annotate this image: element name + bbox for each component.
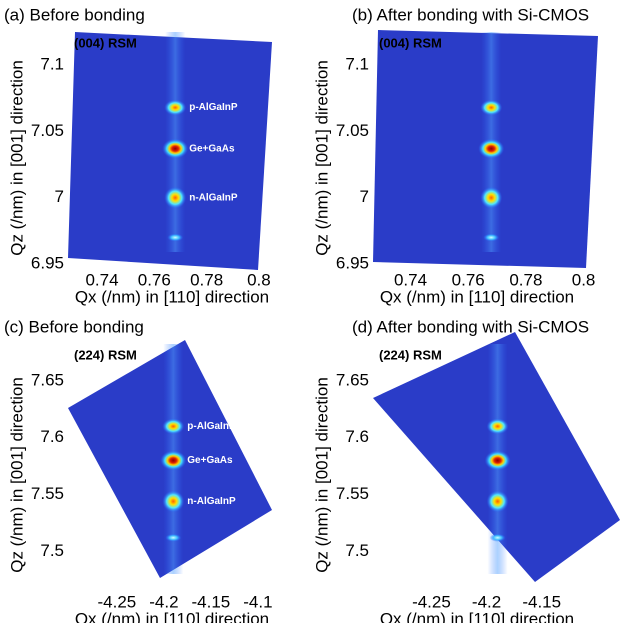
x-axis-label: Qx (/nm) in [110] direction xyxy=(380,609,574,623)
y-axis-label: Qz (/nm) in [001] direction xyxy=(312,60,331,256)
peak xyxy=(486,418,509,435)
peak xyxy=(162,138,189,159)
x-tick-label: 0.74 xyxy=(394,270,427,289)
y-axis-label: Qz (/nm) in [001] direction xyxy=(7,377,26,573)
x-tick-label: 0.74 xyxy=(85,270,118,289)
y-tick-label: 7.1 xyxy=(345,55,369,74)
y-tick-label: 7.65 xyxy=(31,370,64,389)
x-tick-label: 0.8 xyxy=(572,270,596,289)
x-tick-label: -4.25 xyxy=(412,592,451,611)
peak xyxy=(167,233,184,242)
x-tick-label: -4.15 xyxy=(522,592,561,611)
x-tick-label: -4.2 xyxy=(472,592,501,611)
peak-label: n-AlGaInP xyxy=(189,192,238,203)
panel-title: (a) Before bonding xyxy=(4,5,145,24)
y-tick-label: 7.65 xyxy=(336,370,369,389)
y-tick-label: 7.6 xyxy=(345,427,369,446)
peak xyxy=(165,533,182,542)
x-axis-label: Qx (/nm) in [110] direction xyxy=(75,287,269,306)
panel-title: (c) Before bonding xyxy=(4,317,144,336)
peak xyxy=(483,233,500,242)
y-tick-label: 7.55 xyxy=(31,484,64,503)
y-axis-label: Qz (/nm) in [001] direction xyxy=(7,60,26,256)
peak-label: p-AlGaInP xyxy=(189,102,238,113)
y-tick-label: 7.1 xyxy=(40,55,64,74)
peak xyxy=(478,138,505,159)
x-tick-label: 0.8 xyxy=(247,270,271,289)
panel-title: (d) After bonding with Si-CMOS xyxy=(352,317,589,336)
peak-label: Ge+GaAs xyxy=(189,143,235,154)
peak xyxy=(480,186,503,209)
peak-label: n-AlGaInP xyxy=(187,496,236,507)
panel-title: (b) After bonding with Si-CMOS xyxy=(352,5,589,24)
peak xyxy=(484,450,511,471)
y-tick-label: 7 xyxy=(360,187,369,206)
y-tick-label: 6.95 xyxy=(31,254,64,273)
y-axis-label: Qz (/nm) in [001] direction xyxy=(312,377,331,573)
y-tick-label: 7 xyxy=(55,187,64,206)
x-tick-label: -4.2 xyxy=(149,592,178,611)
x-tick-label: 0.78 xyxy=(509,270,542,289)
x-tick-label: -4.1 xyxy=(243,592,272,611)
y-tick-label: 7.5 xyxy=(345,541,369,560)
peak xyxy=(480,99,503,116)
peak xyxy=(162,418,185,435)
panel-annotation: (224) RSM xyxy=(74,347,137,362)
peak-label: p-AlGaInP xyxy=(187,421,236,432)
peak xyxy=(486,490,509,513)
peak xyxy=(160,450,187,471)
peak xyxy=(162,490,185,513)
y-tick-label: 7.55 xyxy=(336,484,369,503)
y-tick-label: 6.95 xyxy=(336,254,369,273)
y-tick-label: 7.5 xyxy=(40,541,64,560)
peak xyxy=(164,186,187,209)
panel-annotation: (004) RSM xyxy=(74,35,137,50)
panel-annotation: (224) RSM xyxy=(379,347,442,362)
x-tick-label: 0.76 xyxy=(138,270,171,289)
y-tick-label: 7.6 xyxy=(40,427,64,446)
peak-label: Ge+GaAs xyxy=(187,455,233,466)
peak xyxy=(489,533,506,542)
x-axis-label: Qx (/nm) in [110] direction xyxy=(380,287,574,306)
y-tick-label: 7.05 xyxy=(31,121,64,140)
x-tick-label: -4.25 xyxy=(98,592,137,611)
peak xyxy=(164,99,187,116)
x-tick-label: 0.76 xyxy=(452,270,485,289)
panel-annotation: (004) RSM xyxy=(379,35,442,50)
x-axis-label: Qx (/nm) in [110] direction xyxy=(75,609,269,623)
x-tick-label: -4.15 xyxy=(192,592,231,611)
y-tick-label: 7.05 xyxy=(336,121,369,140)
x-tick-label: 0.78 xyxy=(190,270,223,289)
